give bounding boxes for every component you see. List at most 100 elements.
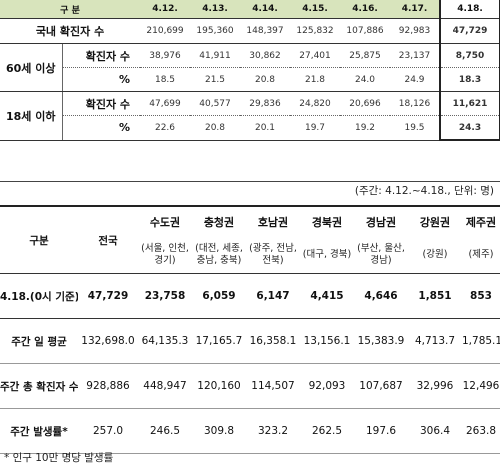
- header-date: 4.14.: [240, 0, 291, 19]
- total-label: 국내 확진자 수: [0, 18, 141, 44]
- daily-header-row: 구 분 4.12. 4.13. 4.14. 4.15. 4.16. 4.17. …: [0, 0, 500, 19]
- region-value: 263.8: [462, 408, 500, 454]
- region-sub: (제주): [462, 237, 500, 274]
- region-value: 92,093: [300, 363, 354, 409]
- region-value: 17,165.7: [192, 318, 246, 364]
- region-value: 16,358.1: [246, 318, 300, 364]
- age18-pct-row: % 22.6 20.8 20.1 19.7 19.2 19.5 24.3: [0, 115, 500, 141]
- region-sub: (대전, 세종, 충남, 충북): [192, 237, 246, 274]
- table-row: 주간 일 평균 132,698.0 64,135.3 17,165.7 16,3…: [0, 318, 500, 364]
- cell-value: 18.5: [140, 67, 191, 92]
- cell-value: 210,699: [140, 18, 191, 44]
- cell-value: 20,696: [340, 91, 391, 116]
- cell-value: 20.8: [190, 115, 241, 141]
- cell-value: 20.8: [240, 67, 291, 92]
- header-date: 4.15.: [290, 0, 341, 19]
- region-value: 1,851: [408, 273, 462, 319]
- age18-group-label: 18세 이하: [0, 91, 63, 141]
- region-value: 4,415: [300, 273, 354, 319]
- cell-value: 148,397: [240, 18, 291, 44]
- daily-cases-table: 구 분 4.12. 4.13. 4.14. 4.15. 4.16. 4.17. …: [0, 0, 500, 141]
- cell-value: 19.7: [290, 115, 341, 141]
- region-sub: (대구, 경북): [300, 237, 354, 274]
- region-value: 32,996: [408, 363, 462, 409]
- region-value: 1,785.1: [462, 318, 500, 364]
- cell-value-highlight: 18.3: [439, 67, 500, 92]
- cell-value: 19.2: [340, 115, 391, 141]
- national-value: 47,729: [78, 273, 138, 319]
- cell-value-highlight: 8,750: [439, 43, 500, 68]
- region-value: 853: [462, 273, 500, 319]
- cell-value: 19.5: [390, 115, 441, 141]
- unit-note: (주간: 4.12.~4.18., 단위: 명): [354, 185, 494, 197]
- region-value: 4,713.7: [408, 318, 462, 364]
- cell-value: 29,836: [240, 91, 291, 116]
- cell-value-highlight: 11,621: [439, 91, 500, 116]
- cell-value: 20.1: [240, 115, 291, 141]
- region-sub: (서울, 인천, 경기): [138, 237, 192, 274]
- region-value: 6,059: [192, 273, 246, 319]
- cell-value: 24.0: [340, 67, 391, 92]
- cell-value: 38,976: [140, 43, 191, 68]
- cell-value-highlight: 47,729: [439, 18, 500, 44]
- age60-group-label: 60세 이상: [0, 43, 63, 92]
- cell-value: 24.9: [390, 67, 441, 92]
- region-sub: (광주, 전남, 전북): [246, 237, 300, 274]
- region-value: 4,646: [354, 273, 408, 319]
- region-value: 64,135.3: [138, 318, 192, 364]
- header-date: 4.13.: [190, 0, 241, 19]
- region-value: 114,507: [246, 363, 300, 409]
- header-region: 강원권: [408, 205, 462, 237]
- pct-label: %: [62, 67, 141, 92]
- region-value: 13,156.1: [300, 318, 354, 364]
- count-label: 확진자 수: [62, 43, 141, 68]
- row-label: 4.18.(0시 기준): [0, 273, 78, 319]
- national-value: 928,886: [78, 363, 138, 409]
- national-value: 132,698.0: [78, 318, 138, 364]
- cell-value: 21.8: [290, 67, 341, 92]
- header-region: 충청권: [192, 205, 246, 237]
- age60-count-row: 60세 이상 확진자 수 38,976 41,911 30,862 27,401…: [0, 43, 500, 92]
- regional-header-row: 구분 전국 수도권 충청권 호남권 경북권 경남권 강원권 제주권: [0, 205, 500, 274]
- age60-pct-row: % 18.5 21.5 20.8 21.8 24.0 24.9 18.3: [0, 67, 500, 92]
- region-value: 12,496: [462, 363, 500, 409]
- region-value: 448,947: [138, 363, 192, 409]
- row-label: 주간 일 평균: [0, 318, 78, 364]
- cell-value: 18,126: [390, 91, 441, 116]
- header-date: 4.16.: [340, 0, 391, 19]
- header-region: 호남권: [246, 205, 300, 237]
- cell-value: 125,832: [290, 18, 341, 44]
- region-value: 309.8: [192, 408, 246, 454]
- regional-subheader-row: (서울, 인천, 경기) (대전, 세종, 충남, 충북) (광주, 전남, 전…: [0, 237, 500, 274]
- region-sub: (강원): [408, 237, 462, 274]
- header-date: 4.17.: [390, 0, 441, 19]
- cell-value: 195,360: [190, 18, 241, 44]
- header-date: 4.12.: [140, 0, 191, 19]
- total-cases-row: 국내 확진자 수 210,699 195,360 148,397 125,832…: [0, 18, 500, 44]
- cell-value: 25,875: [340, 43, 391, 68]
- footnote: * 인구 10만 명당 발생률: [4, 452, 114, 464]
- region-value: 197.6: [354, 408, 408, 454]
- national-value: 257.0: [78, 408, 138, 454]
- region-value: 107,687: [354, 363, 408, 409]
- row-label: 주간 총 확진자 수: [0, 363, 78, 409]
- row-label: 주간 발생률*: [0, 408, 78, 454]
- table-row: 주간 발생률* 257.0 246.5 309.8 323.2 262.5 19…: [0, 408, 500, 454]
- header-region: 수도권: [138, 205, 192, 237]
- cell-value: 22.6: [140, 115, 191, 141]
- cell-value: 40,577: [190, 91, 241, 116]
- divider: [0, 181, 500, 182]
- region-value: 306.4: [408, 408, 462, 454]
- header-region: 제주권: [462, 205, 500, 237]
- header-category: 구분: [0, 205, 78, 274]
- table-row: 4.18.(0시 기준) 47,729 23,758 6,059 6,147 4…: [0, 273, 500, 319]
- region-value: 262.5: [300, 408, 354, 454]
- cell-value: 23,137: [390, 43, 441, 68]
- count-label: 확진자 수: [62, 91, 141, 116]
- cell-value: 92,983: [390, 18, 441, 44]
- cell-value: 24,820: [290, 91, 341, 116]
- cell-value: 30,862: [240, 43, 291, 68]
- cell-value-highlight: 24.3: [439, 115, 500, 141]
- pct-label: %: [62, 115, 141, 141]
- header-date-highlight: 4.18.: [439, 0, 500, 19]
